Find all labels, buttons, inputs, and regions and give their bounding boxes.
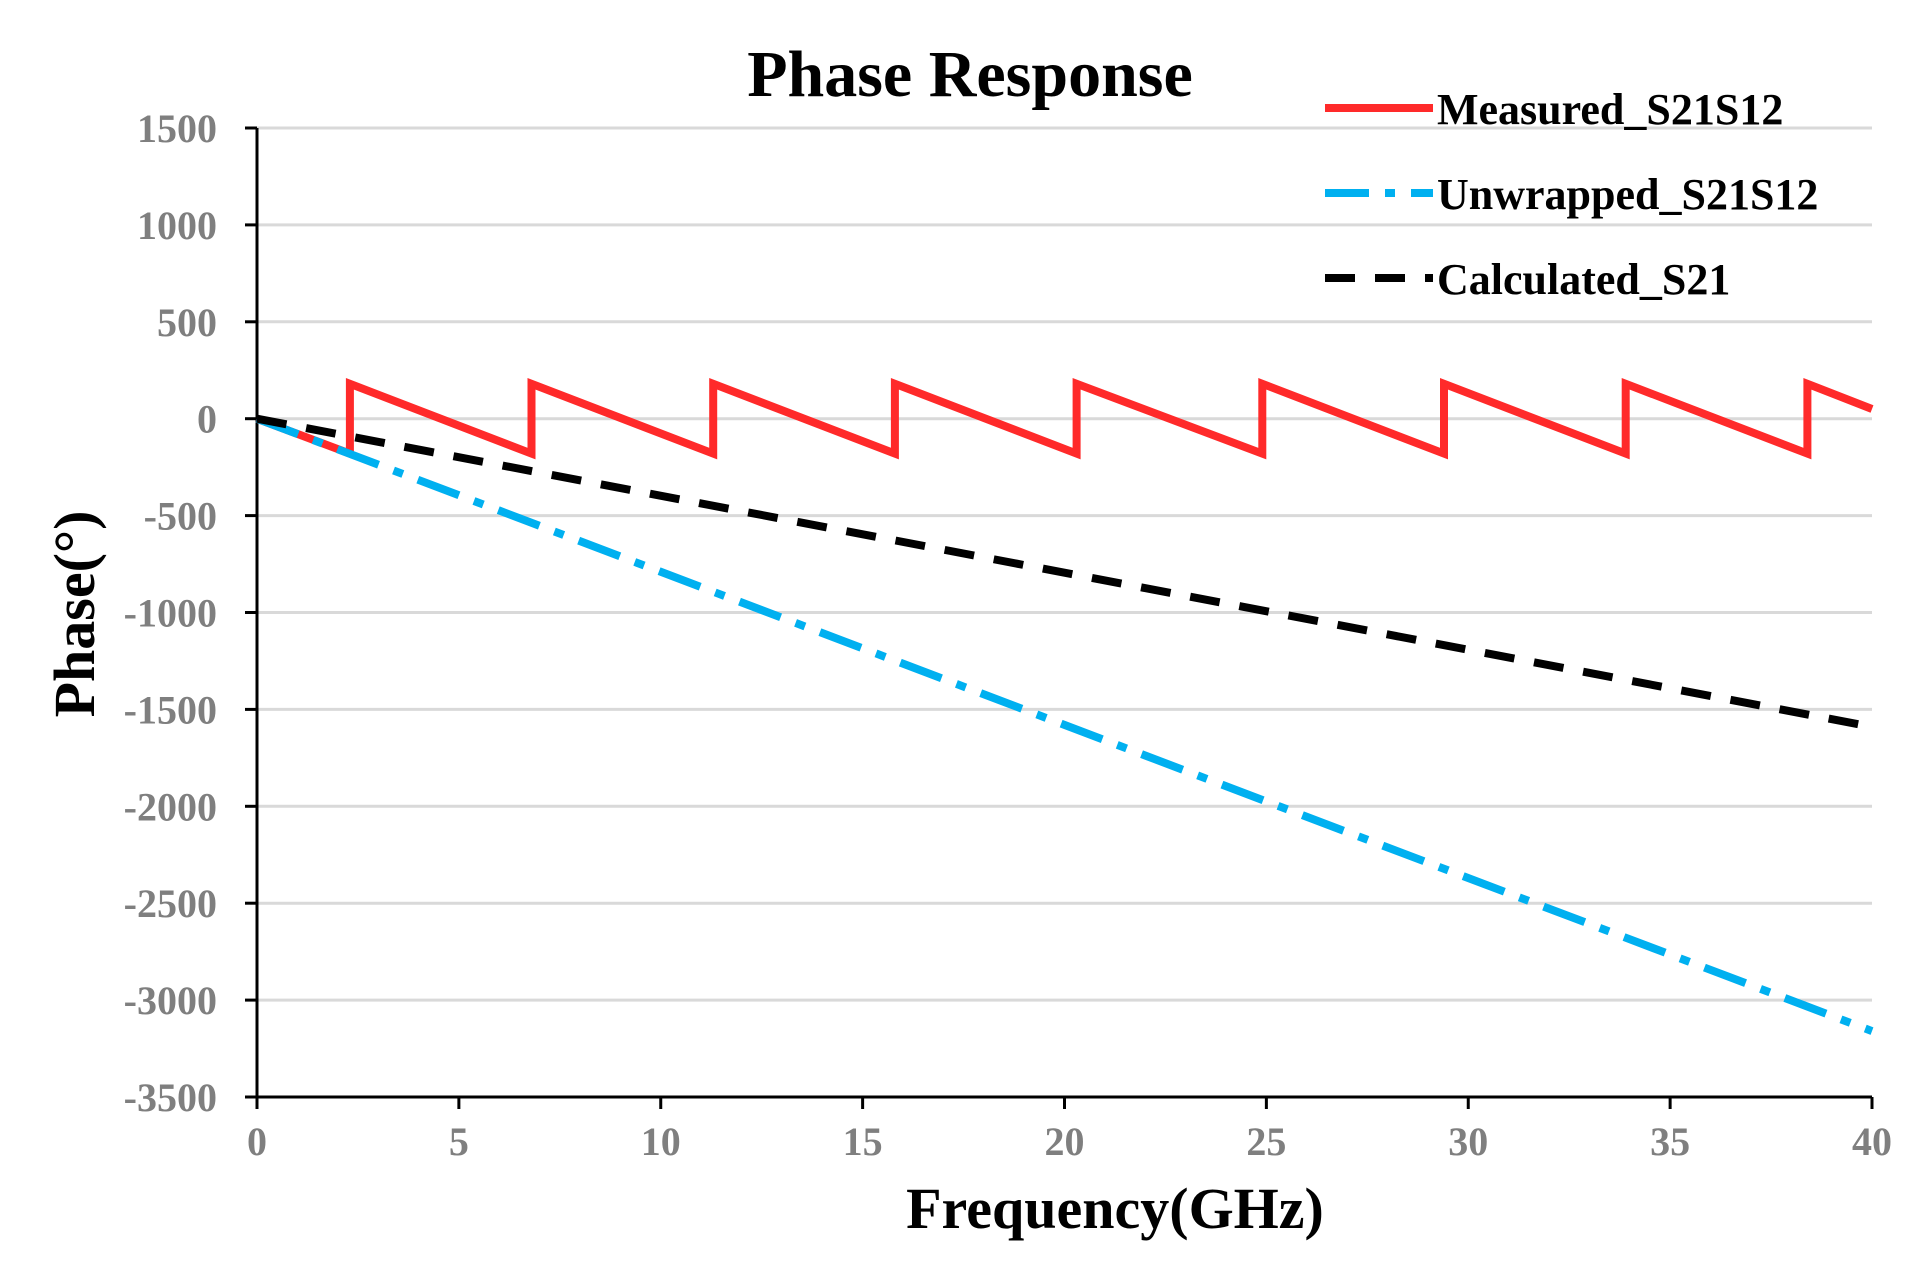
axes-layer xyxy=(245,126,1874,1109)
y-tick-label: -3000 xyxy=(124,978,217,1023)
series-layer xyxy=(255,377,1874,1035)
y-axis-title: Phase(°) xyxy=(42,511,107,718)
legend-label-unwrapped-s21s12: Unwrapped_S21S12 xyxy=(1437,170,1818,219)
x-axis-title: Frequency(GHz) xyxy=(906,1176,1324,1241)
x-tick-label: 30 xyxy=(1448,1119,1488,1164)
grid-layer xyxy=(257,126,1872,1002)
y-tick-label: -2000 xyxy=(124,784,217,829)
x-tick-label: 35 xyxy=(1650,1119,1690,1164)
series-line-calculated-s21 xyxy=(256,414,1873,731)
series-line-unwrapped-s21s12 xyxy=(255,414,1874,1035)
y-tick-label: 500 xyxy=(157,300,217,345)
x-tick-label: 25 xyxy=(1246,1119,1286,1164)
legend-label-measured-s21s12: Measured_S21S12 xyxy=(1437,85,1783,134)
chart-title: Phase Response xyxy=(747,38,1193,111)
y-tick-label: -500 xyxy=(144,494,217,539)
x-tick-label: 10 xyxy=(641,1119,681,1164)
x-tick-label: 0 xyxy=(247,1119,267,1164)
y-tick-label: 0 xyxy=(197,397,217,442)
y-tick-label: 1000 xyxy=(137,203,217,248)
legend: Measured_S21S12 Unwrapped_S21S12 Calculate… xyxy=(1325,85,1818,304)
x-tick-label: 40 xyxy=(1852,1119,1892,1164)
y-tick-label: -1000 xyxy=(124,591,217,636)
tick-labels: 1500 1000 500 0 -500 -1000 -1500 -2000 -2500 -300… xyxy=(124,106,1892,1164)
series-line-measured-s21s12 xyxy=(255,377,1874,460)
x-tick-label: 20 xyxy=(1045,1119,1085,1164)
x-tick-label: 15 xyxy=(843,1119,883,1164)
legend-label-calculated-s21: Calculated_S21 xyxy=(1437,255,1730,304)
y-tick-label: -1500 xyxy=(124,687,217,732)
y-tick-label: -2500 xyxy=(124,881,217,926)
y-tick-label: 1500 xyxy=(137,106,217,151)
x-tick-label: 5 xyxy=(449,1119,469,1164)
y-tick-label: -3500 xyxy=(124,1075,217,1120)
